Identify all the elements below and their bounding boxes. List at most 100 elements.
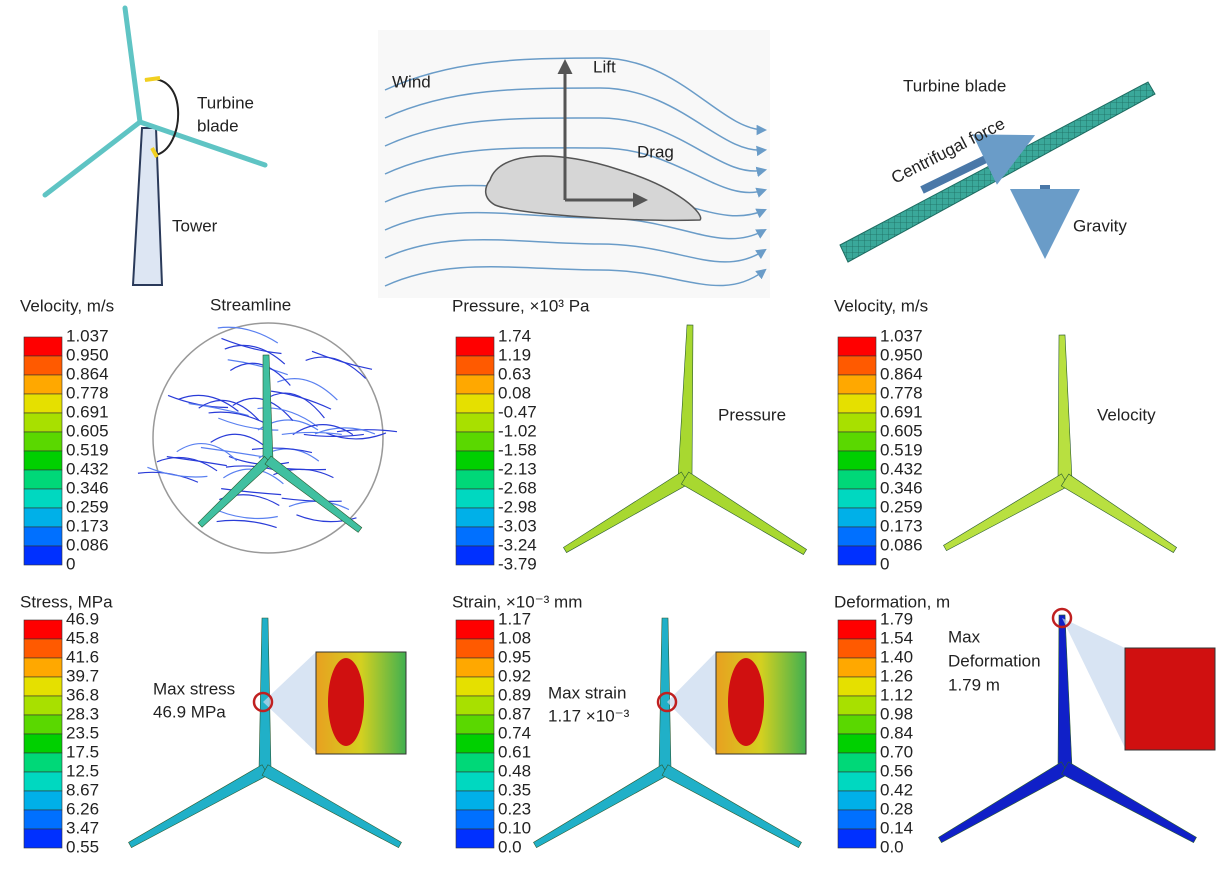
legend-label: -3.24 (498, 535, 537, 554)
blade (1058, 335, 1072, 480)
legend-label: 36.8 (66, 685, 99, 704)
blade (262, 765, 401, 848)
legend-label: 0.35 (498, 780, 531, 799)
annotation: Max strain (548, 683, 626, 702)
legend-label: 0.28 (880, 799, 913, 818)
annotation: Max stress (153, 679, 235, 698)
legend-swatch (24, 753, 62, 772)
legend-swatch (838, 677, 876, 696)
legend-label: 41.6 (66, 647, 99, 666)
legend-swatch (24, 337, 62, 356)
legend-label: 0.259 (66, 497, 109, 516)
legend-swatch (24, 546, 62, 565)
legend-swatch (24, 829, 62, 848)
legend-label: 0.519 (66, 440, 109, 459)
legend-swatch (456, 337, 494, 356)
legend-swatch (838, 413, 876, 432)
legend-label: 0.84 (880, 723, 913, 742)
legend-label: 1.54 (880, 628, 913, 647)
turbine-drawing (45, 8, 265, 285)
legend-swatch (838, 696, 876, 715)
legend-label: 0.87 (498, 704, 531, 723)
legend-swatch (838, 451, 876, 470)
legend-label: 0.605 (66, 421, 109, 440)
label: Turbine (197, 93, 254, 112)
label: Turbine blade (903, 76, 1006, 95)
legend-label: 17.5 (66, 742, 99, 761)
legend-label: 23.5 (66, 723, 99, 742)
blade (662, 765, 801, 848)
legend-swatch (24, 375, 62, 394)
legend-swatch (24, 772, 62, 791)
legend-label: 0.55 (66, 837, 99, 856)
legend-swatch (456, 413, 494, 432)
legend-swatch (456, 696, 494, 715)
legend-swatch (838, 527, 876, 546)
legend-label: 0.086 (66, 535, 109, 554)
legend-swatch (456, 470, 494, 489)
legend-label: 0.432 (66, 459, 109, 478)
legend-swatch (838, 734, 876, 753)
legend-label: 12.5 (66, 761, 99, 780)
legend-swatch (456, 620, 494, 639)
legend-title: Pressure, ×10³ Pa (452, 296, 590, 315)
hotspot (728, 658, 764, 746)
legend-swatch (838, 356, 876, 375)
legend-swatch (838, 489, 876, 508)
legend-label: -2.98 (498, 497, 537, 516)
legend-label: 0.173 (880, 516, 923, 535)
legend-label: 0.42 (880, 780, 913, 799)
legend-swatch (456, 375, 494, 394)
legend-swatch (838, 810, 876, 829)
legend-label: 8.67 (66, 780, 99, 799)
legend-swatch (838, 546, 876, 565)
legend-swatch (24, 432, 62, 451)
legend-label: -1.02 (498, 421, 537, 440)
legend-label: 1.08 (498, 628, 531, 647)
legend-swatch (24, 508, 62, 527)
legend-swatch (24, 394, 62, 413)
legend-label: 0.89 (498, 685, 531, 704)
blade (1061, 474, 1176, 552)
legend-swatch (456, 451, 494, 470)
legend-swatch (24, 715, 62, 734)
label: Drag (637, 142, 674, 161)
legend-swatch (838, 772, 876, 791)
legend-swatch (456, 753, 494, 772)
legend-swatch (838, 620, 876, 639)
legend-swatch (456, 432, 494, 451)
label: blade (197, 116, 239, 135)
caption: Velocity (1097, 405, 1156, 424)
legend-swatch (456, 489, 494, 508)
annotation: Max (948, 627, 981, 646)
legend-swatch (24, 470, 62, 489)
legend-swatch (838, 508, 876, 527)
legend-swatch (838, 791, 876, 810)
legend-label: 28.3 (66, 704, 99, 723)
legend-label: 0.259 (880, 497, 923, 516)
legend-swatch (838, 715, 876, 734)
legend-label: 0.432 (880, 459, 923, 478)
legend-label: 0.086 (880, 535, 923, 554)
legend-swatch (838, 829, 876, 848)
legend-swatch (24, 413, 62, 432)
legend-swatch (456, 508, 494, 527)
blade (534, 765, 668, 848)
zoom-cone (1062, 618, 1125, 748)
legend-swatch (24, 356, 62, 375)
caption: Streamline (210, 295, 291, 314)
legend-label: -1.58 (498, 440, 537, 459)
hotspot (328, 658, 364, 746)
legend-swatch (24, 734, 62, 753)
legend-label: 0.10 (498, 818, 531, 837)
legend-swatch (838, 432, 876, 451)
legend-swatch (456, 791, 494, 810)
blade (563, 472, 688, 553)
blade (681, 472, 806, 555)
legend-label: 0.691 (66, 402, 109, 421)
legend-label: 0 (66, 554, 75, 573)
legend-label: 1.037 (880, 326, 923, 345)
legend-swatch (24, 791, 62, 810)
legend-swatch (24, 620, 62, 639)
legend-label: 0.778 (66, 383, 109, 402)
